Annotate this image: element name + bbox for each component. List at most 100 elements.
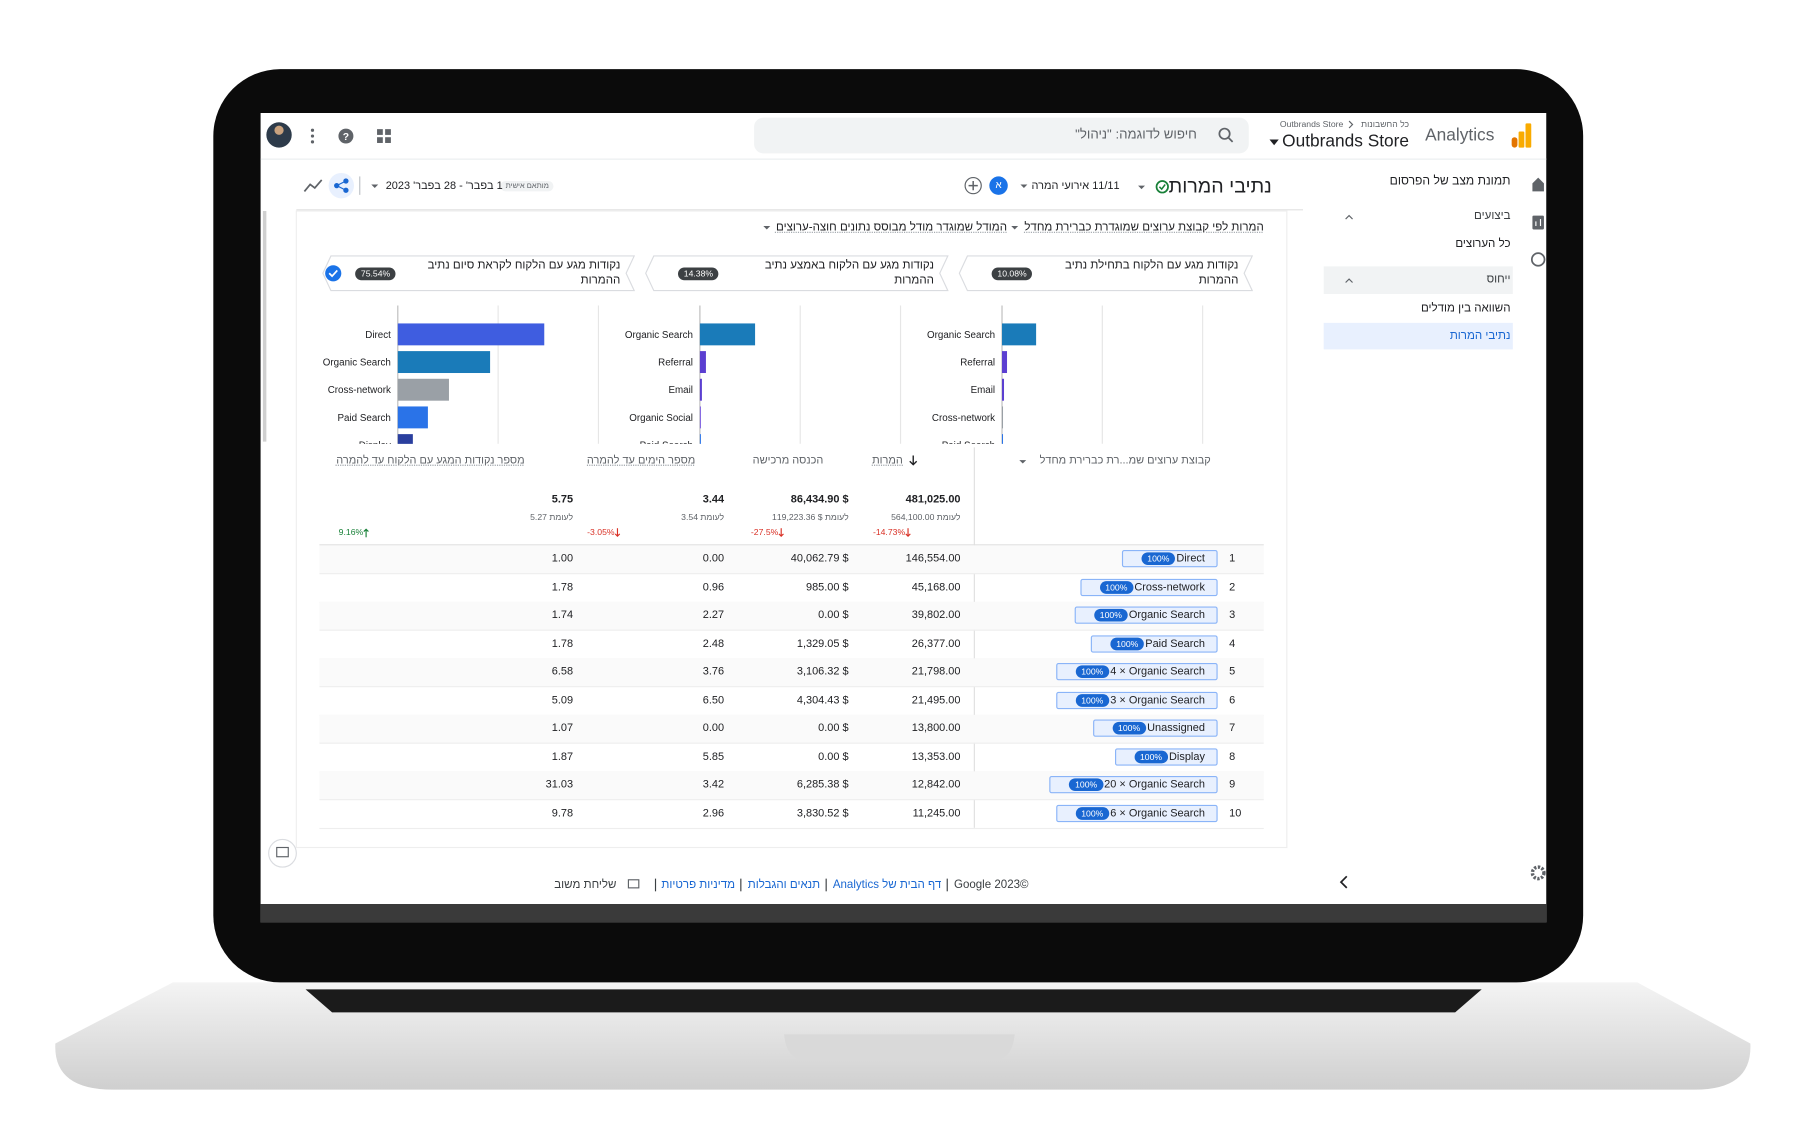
channel-chip[interactable]: 4 × Organic Search 100% xyxy=(1056,663,1218,680)
stage-title[interactable]: נקודות מגע עם הלקוח לקראת סיום נתיב ההמר… xyxy=(403,258,620,288)
cell: 1.87 xyxy=(552,750,573,763)
channel-chip[interactable]: Cross-network 100% xyxy=(1080,578,1218,595)
attribution-model[interactable]: המודל שמוגדר מודל מבוסס נתונים חוצה-ערוצ… xyxy=(776,221,1007,234)
compare-value: לעומת 5.27 xyxy=(530,512,573,522)
stage-share: 14.38% xyxy=(678,267,719,280)
rank: 10 xyxy=(1229,807,1241,820)
category-label: Organic Search xyxy=(625,330,693,341)
change-value: -3.05% xyxy=(587,527,614,537)
cell: 3.42 xyxy=(703,779,724,792)
row-separator xyxy=(319,686,1263,687)
category-label: Email xyxy=(668,385,692,396)
separator xyxy=(826,879,827,892)
column-header[interactable]: הכנסה מרכישה xyxy=(753,454,824,467)
footer-link[interactable]: תנאים והגבלות xyxy=(748,879,820,892)
change-value: -27.5% xyxy=(751,527,778,537)
rank: 7 xyxy=(1229,722,1235,735)
bar xyxy=(398,323,544,345)
column-header[interactable]: קבוצת ערוצים שמ...רת כברירת מחדל xyxy=(1040,454,1211,467)
breadcrumb[interactable]: Outbrands Store xyxy=(1280,119,1343,129)
separator xyxy=(655,879,656,892)
cell: 45,168.00 xyxy=(912,581,961,594)
channel-chip[interactable]: 3 × Organic Search 100% xyxy=(1056,692,1218,709)
separator xyxy=(947,879,948,892)
column-header[interactable]: מספר הימים עד להמרה xyxy=(587,454,695,467)
product-name: Analytics xyxy=(1425,126,1494,146)
charts: Organic Search Referral Email Cross-network… xyxy=(323,306,1203,456)
date-range[interactable]: 1 בפבר' - 28 בפבר' 2023 xyxy=(386,180,503,193)
footer-link[interactable]: מדיניות פרטיות xyxy=(661,879,735,892)
report-settings: המרות לפי קבוצת ערוצים שמוגדרת כברירת מח… xyxy=(763,221,1263,234)
cell: 13,353.00 xyxy=(912,750,961,763)
change: -14.73% xyxy=(865,527,911,537)
nav-item[interactable]: כל הערוצים xyxy=(1455,238,1510,251)
stage-title[interactable]: נקודות מגע עם הלקוח בתחילת נתיב ההמרות xyxy=(1039,258,1238,288)
channel: Paid Search xyxy=(1145,637,1205,650)
category-label: Paid Search xyxy=(640,441,693,452)
caret[interactable] xyxy=(1012,221,1020,233)
compare-value: לעומת 3.54 xyxy=(681,512,724,522)
cell: 21,495.00 xyxy=(912,694,961,707)
stage-share: 75.54% xyxy=(355,267,396,280)
cell: $ 3,106.32 xyxy=(797,666,849,679)
nav-item[interactable]: נתיבי המרות xyxy=(1450,330,1511,343)
change-arrow xyxy=(363,528,369,537)
channel-chip[interactable]: Display 100% xyxy=(1115,748,1218,765)
cell: 1.78 xyxy=(552,581,573,594)
category-label: Email xyxy=(971,385,996,396)
breadcrumb[interactable]: כל החשבונות xyxy=(1361,119,1409,129)
cell: 31.03 xyxy=(546,779,573,792)
channel: 4 × Organic Search xyxy=(1110,666,1205,679)
conversion-events[interactable]: 11/11 אירועי המרה xyxy=(1032,180,1120,193)
channel: Cross-network xyxy=(1134,581,1205,594)
cell: 26,377.00 xyxy=(912,637,961,650)
rank: 8 xyxy=(1229,750,1235,763)
channel-chip[interactable]: Organic Search 100% xyxy=(1074,607,1217,624)
row-separator xyxy=(319,743,1263,744)
channel: 3 × Organic Search xyxy=(1110,694,1205,707)
cell: $ 0.00 xyxy=(818,609,848,622)
column-header[interactable]: המרות xyxy=(872,454,903,467)
column-header[interactable]: מספר נקודות המגע עם הלקוח עד להמרה xyxy=(336,454,524,467)
caret[interactable] xyxy=(763,221,771,233)
nav-snapshot[interactable]: תמונת מצב של הפרסום xyxy=(1390,174,1511,188)
footer: ©Google 2023 דף הבית של Analytics תנאים ו… xyxy=(554,879,1028,892)
total-value: 5.75 xyxy=(552,494,573,507)
share: 100% xyxy=(1069,779,1103,792)
nav-section[interactable]: ביצועים xyxy=(1474,210,1510,223)
stage-header: נקודות מגע עם הלקוח באמצע נתיב ההמרות 14.… xyxy=(678,258,934,288)
separator xyxy=(741,879,742,892)
row-separator xyxy=(319,630,1263,631)
share: 100% xyxy=(1112,722,1146,735)
channel: Organic Search xyxy=(1129,609,1205,622)
share: 100% xyxy=(1110,637,1144,650)
cell: $ 6,285.38 xyxy=(797,779,849,792)
property-name[interactable]: Outbrands Store xyxy=(1282,131,1409,151)
footer-link[interactable]: דף הבית של Analytics xyxy=(833,879,941,892)
channel-chip[interactable]: 6 × Organic Search 100% xyxy=(1056,805,1218,822)
stage-share: 10.08% xyxy=(992,267,1033,280)
feedback[interactable]: שליחת משוב xyxy=(554,879,616,892)
change-arrow xyxy=(905,528,911,537)
cell: $ 3,830.52 xyxy=(797,807,849,820)
bar xyxy=(1002,379,1004,401)
cell: 6.50 xyxy=(703,694,724,707)
channel-chip[interactable]: 20 × Organic Search 100% xyxy=(1050,776,1218,793)
row-separator xyxy=(319,828,1263,829)
metric-dimension[interactable]: המרות לפי קבוצת ערוצים שמוגדרת כברירת מח… xyxy=(1024,221,1263,234)
copyright: ©Google 2023 xyxy=(954,879,1029,892)
channel-chip[interactable]: Unassigned 100% xyxy=(1093,720,1218,737)
row-separator xyxy=(319,800,1263,801)
stage-title[interactable]: נקודות מגע עם הלקוח באמצע נתיב ההמרות xyxy=(726,258,934,288)
stage-header: נקודות מגע עם הלקוח לקראת סיום נתיב ההמר… xyxy=(355,258,620,288)
nav-section[interactable]: ייחוס xyxy=(1487,273,1511,286)
category-label: Display xyxy=(359,441,391,452)
cell: 0.00 xyxy=(703,722,724,735)
channel-chip[interactable]: Direct 100% xyxy=(1122,550,1218,567)
category-label: Referral xyxy=(658,358,693,369)
bar xyxy=(398,434,413,456)
cell: 2.48 xyxy=(703,637,724,650)
channel-chip[interactable]: Paid Search 100% xyxy=(1091,635,1218,652)
nav-item[interactable]: השוואה בין מודלים xyxy=(1421,302,1511,315)
